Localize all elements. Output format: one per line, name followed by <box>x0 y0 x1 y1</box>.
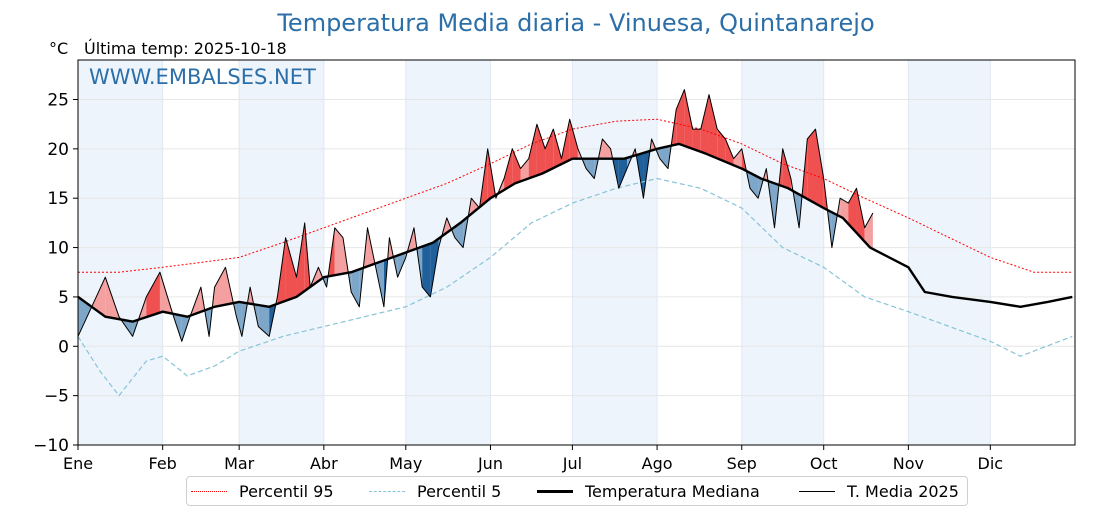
unit-label: °C <box>49 39 68 58</box>
fill-above-median <box>335 228 343 275</box>
y-tick-label: 25 <box>47 90 69 110</box>
legend-label-median: Temperatura Mediana <box>585 482 760 501</box>
legend-label-p5: Percentil 5 <box>417 482 501 501</box>
fill-above-median <box>684 90 692 149</box>
x-tick-label: Jul <box>562 454 582 473</box>
y-tick-label: 0 <box>58 337 69 357</box>
y-axis-ticks: −10 −5 0 5 10 15 20 25 <box>33 90 78 456</box>
month-shade <box>908 60 990 445</box>
fill-above-median <box>545 129 553 172</box>
x-tick-label: Ago <box>642 454 673 473</box>
x-tick-label: May <box>389 454 422 473</box>
legend: Percentil 95 Percentil 5 Temperatura Med… <box>186 476 968 506</box>
y-tick-label: −5 <box>44 387 69 407</box>
fill-above-median <box>807 129 815 203</box>
plot-background <box>78 60 990 445</box>
x-tick-label: Feb <box>149 454 177 473</box>
month-shade <box>78 60 163 445</box>
month-shade <box>742 60 824 445</box>
fill-below-median <box>660 146 668 168</box>
fill-above-median <box>529 124 537 178</box>
x-tick-label: Nov <box>893 454 924 473</box>
y-tick-label: 15 <box>47 189 69 209</box>
x-tick-label: Sep <box>727 454 757 473</box>
fill-above-median <box>215 267 226 306</box>
x-tick-label: Dic <box>978 454 1004 473</box>
legend-label-current: T. Media 2025 <box>847 482 959 501</box>
month-shade <box>239 60 324 445</box>
legend-swatch-median <box>537 490 573 493</box>
legend-item-median: Temperatura Mediana <box>537 481 760 501</box>
chart-title: Temperatura Media diaria - Vinuesa, Quin… <box>276 9 874 37</box>
fill-below-median <box>351 269 359 307</box>
x-tick-label: Jun <box>477 454 503 473</box>
watermark: WWW.EMBALSES.NET <box>89 65 316 89</box>
fill-above-median <box>537 124 545 175</box>
y-tick-label: 20 <box>47 140 69 160</box>
x-tick-label: Ene <box>63 454 93 473</box>
month-shade <box>572 60 657 445</box>
legend-swatch-p5 <box>369 491 405 492</box>
legend-swatch-current <box>799 491 835 492</box>
fill-above-median <box>676 90 684 146</box>
x-axis-ticks: Ene Feb Mar Abr May Jun Jul Ago Sep Oct Nov Dic <box>63 445 1003 473</box>
legend-item-current: T. Media 2025 <box>799 481 959 501</box>
legend-label-p95: Percentil 95 <box>239 482 334 501</box>
y-tick-label: −10 <box>33 436 69 456</box>
x-tick-label: Mar <box>224 454 255 473</box>
legend-swatch-p95 <box>191 491 227 492</box>
last-temp-label: Última temp: 2025-10-18 <box>84 39 287 58</box>
fill-above-median <box>709 95 717 159</box>
legend-item-p95: Percentil 95 <box>191 481 334 501</box>
legend-item-p5: Percentil 5 <box>369 481 501 501</box>
x-tick-label: Abr <box>310 454 338 473</box>
x-tick-label: Oct <box>810 454 838 473</box>
y-tick-label: 10 <box>47 239 69 259</box>
y-tick-label: 5 <box>58 288 69 308</box>
